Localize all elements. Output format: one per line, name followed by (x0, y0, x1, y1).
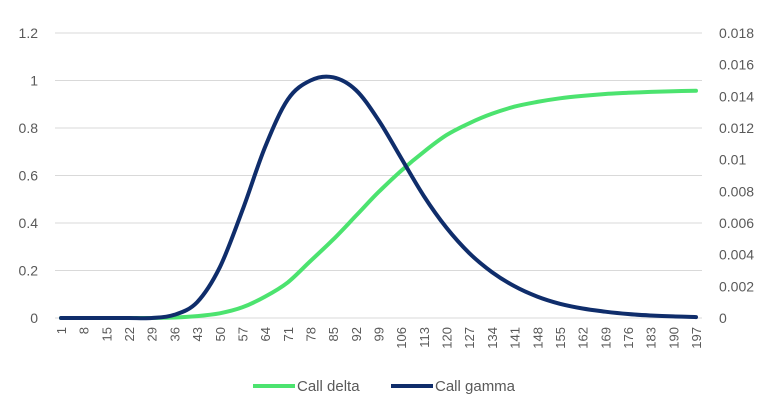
x-tick-label: 85 (326, 327, 341, 341)
x-tick-label: 1 (54, 327, 69, 334)
x-tick-label: 190 (666, 327, 681, 349)
x-tick-label: 8 (77, 327, 92, 334)
x-tick-label: 50 (213, 327, 228, 341)
x-tick-label: 134 (485, 327, 500, 349)
x-tick-label: 197 (689, 327, 704, 349)
x-tick-label: 29 (145, 327, 160, 341)
y2-axis-ticks: 0 0.002 0.004 0.006 0.008 0.01 0.012 0.014 0.016… (719, 25, 754, 326)
x-tick-label: 148 (530, 327, 545, 349)
y2-tick-label: 0.008 (719, 183, 754, 199)
series-layer (61, 77, 696, 319)
y-tick-label: 0.2 (19, 263, 39, 279)
x-tick-label: 15 (99, 327, 114, 341)
x-tick-label: 120 (440, 327, 455, 349)
x-tick-label: 99 (372, 327, 387, 341)
y2-tick-label: 0.006 (719, 215, 754, 231)
y2-tick-label: 0.014 (719, 88, 754, 104)
x-tick-label: 64 (258, 327, 273, 341)
y-axis-ticks: 0 0.2 0.4 0.6 0.8 1 1.2 (19, 25, 39, 326)
x-tick-label: 92 (349, 327, 364, 341)
x-tick-label: 22 (122, 327, 137, 341)
y-tick-label: 0.4 (19, 215, 39, 231)
series-line-call-gamma (61, 77, 696, 319)
y2-tick-label: 0.002 (719, 278, 754, 294)
y2-tick-label: 0.01 (719, 152, 746, 168)
x-tick-label: 176 (621, 327, 636, 349)
x-tick-label: 71 (281, 327, 296, 341)
series-line-call-delta (61, 91, 696, 318)
y2-tick-label: 0.004 (719, 247, 754, 263)
x-tick-label: 113 (417, 327, 432, 348)
y-tick-label: 0 (30, 310, 38, 326)
x-tick-label: 162 (576, 327, 591, 349)
x-tick-label: 106 (394, 327, 409, 349)
gridlines (55, 33, 702, 271)
x-tick-label: 36 (167, 327, 182, 341)
x-axis-ticks: 1 8 15 22 29 36 43 50 57 64 71 78 85 92 99 106 113 120 127… (54, 327, 704, 349)
y2-tick-label: 0.018 (719, 25, 754, 41)
x-tick-label: 183 (644, 327, 659, 349)
y2-tick-label: 0 (719, 310, 727, 326)
y-tick-label: 1.2 (19, 25, 39, 41)
y-tick-label: 0.6 (19, 168, 39, 184)
legend-label-call-gamma: Call gamma (435, 378, 516, 395)
x-tick-label: 78 (303, 327, 318, 341)
y2-tick-label: 0.012 (719, 120, 754, 136)
legend: Call delta Call gamma (253, 378, 516, 395)
y-tick-label: 0.8 (19, 120, 39, 136)
x-tick-label: 127 (462, 327, 477, 349)
x-tick-label: 155 (553, 327, 568, 349)
legend-label-call-delta: Call delta (297, 378, 360, 395)
y-tick-label: 1 (30, 73, 38, 89)
y2-tick-label: 0.016 (719, 57, 754, 73)
x-tick-label: 141 (508, 327, 523, 349)
x-tick-label: 43 (190, 327, 205, 341)
x-tick-label: 57 (235, 327, 250, 341)
x-tick-label: 169 (598, 327, 613, 349)
